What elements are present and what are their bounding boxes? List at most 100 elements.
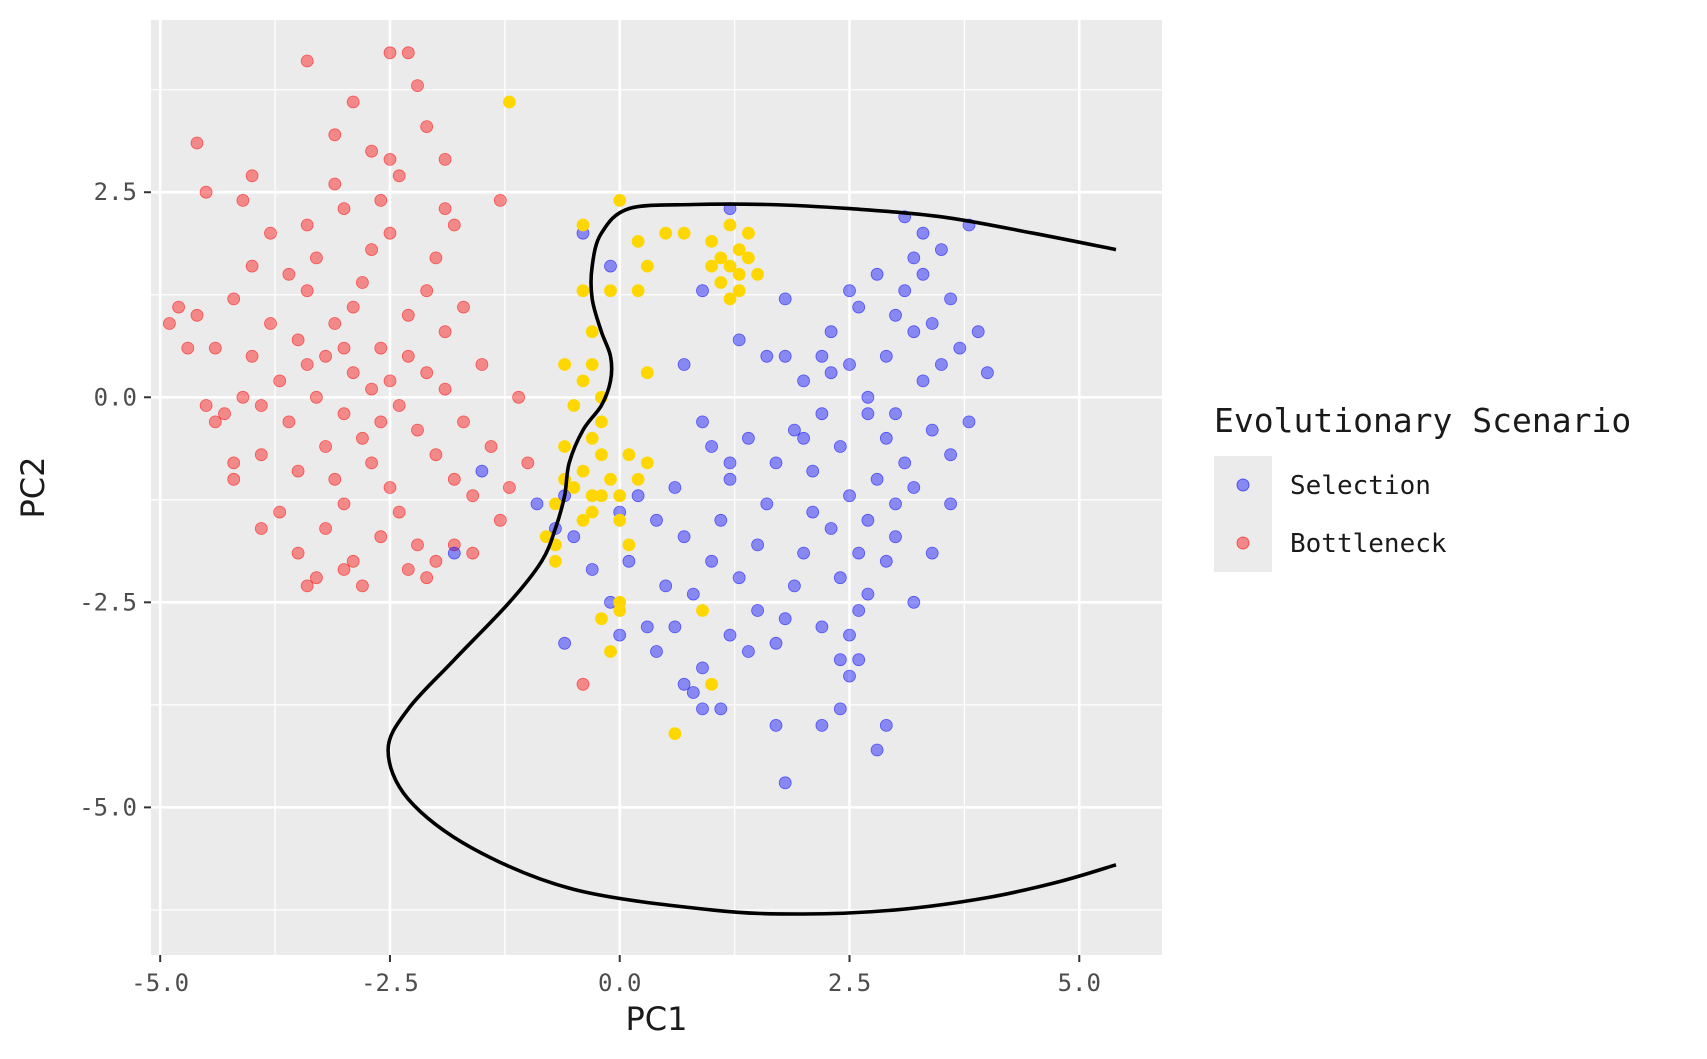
data-point <box>309 571 323 585</box>
data-point <box>429 554 443 568</box>
x-tick-label: 2.5 <box>828 969 871 997</box>
y-tick-label: -2.5 <box>79 588 137 616</box>
data-point <box>457 300 470 314</box>
data-point <box>567 399 581 412</box>
data-point <box>447 546 461 560</box>
data-point <box>833 653 847 667</box>
data-point <box>815 349 829 363</box>
data-point <box>852 653 866 667</box>
data-point <box>650 513 663 527</box>
data-point <box>870 743 884 757</box>
data-point <box>549 554 562 568</box>
data-point <box>585 505 599 519</box>
data-point <box>319 440 333 453</box>
data-point <box>723 628 737 642</box>
data-point <box>714 702 728 716</box>
x-tick-label: 5.0 <box>1058 969 1101 997</box>
data-point <box>742 645 755 658</box>
data-point <box>300 284 314 298</box>
data-point <box>760 497 774 511</box>
data-point <box>337 407 351 421</box>
data-point <box>392 169 406 183</box>
x-axis-title: PC1 <box>626 1000 688 1038</box>
data-point <box>438 152 452 166</box>
data-point <box>328 177 342 191</box>
y-tick-label: 2.5 <box>94 178 137 206</box>
data-point <box>953 341 967 355</box>
data-point <box>208 415 222 429</box>
data-point <box>686 587 700 601</box>
legend-label-bottleneck: Bottleneck <box>1290 529 1447 559</box>
data-point <box>282 415 296 429</box>
data-point <box>401 308 415 322</box>
data-point <box>595 448 608 462</box>
data-point <box>328 317 342 330</box>
data-point <box>797 546 810 560</box>
data-point <box>493 513 507 527</box>
data-point <box>788 423 801 437</box>
data-point <box>879 554 893 568</box>
data-point <box>300 579 314 593</box>
data-point <box>705 440 718 453</box>
data-point <box>576 677 590 691</box>
data-point <box>475 464 489 478</box>
data-point <box>833 440 847 453</box>
data-point <box>769 719 783 732</box>
data-point <box>236 193 250 207</box>
data-point <box>172 300 186 314</box>
scatter-points <box>162 46 994 790</box>
data-point <box>604 472 617 486</box>
x-tick-label: -5.0 <box>131 969 189 997</box>
data-point <box>613 193 627 207</box>
data-point <box>337 341 351 355</box>
data-point <box>935 243 948 257</box>
data-point <box>383 481 397 494</box>
data-point <box>585 431 599 445</box>
data-point <box>696 661 709 675</box>
data-point <box>438 382 452 396</box>
data-point <box>383 226 397 240</box>
data-point <box>732 267 746 281</box>
data-point <box>558 440 571 453</box>
data-point <box>264 226 277 240</box>
data-point <box>769 456 783 470</box>
data-point <box>677 530 691 544</box>
data-point <box>549 497 562 511</box>
data-point <box>383 46 397 60</box>
data-point <box>319 349 333 363</box>
data-point <box>218 407 231 421</box>
data-point <box>392 505 406 519</box>
data-point <box>604 284 617 298</box>
data-point <box>365 456 379 470</box>
data-point <box>631 234 645 248</box>
data-point <box>273 505 287 519</box>
data-point <box>282 267 296 281</box>
data-point <box>346 366 360 380</box>
data-point <box>558 358 571 371</box>
data-point <box>300 218 314 232</box>
data-point <box>916 374 930 388</box>
legend-key-bottleneck <box>1214 514 1272 572</box>
data-point <box>742 226 755 240</box>
data-point <box>815 719 829 732</box>
data-point <box>309 390 323 404</box>
data-point <box>815 407 829 421</box>
data-point <box>788 579 801 593</box>
data-point <box>291 333 305 347</box>
data-point <box>585 325 599 339</box>
data-point <box>889 497 902 511</box>
data-point <box>815 620 829 634</box>
data-point <box>604 645 617 658</box>
data-point <box>889 407 902 421</box>
data-point <box>309 251 323 265</box>
data-point <box>668 727 682 740</box>
data-point <box>411 423 424 437</box>
data-point <box>723 218 737 232</box>
data-point <box>622 448 636 462</box>
plot-panel-background <box>151 20 1162 955</box>
data-point <box>245 349 259 363</box>
legend-label-selection: Selection <box>1290 471 1431 501</box>
data-point <box>502 481 516 494</box>
